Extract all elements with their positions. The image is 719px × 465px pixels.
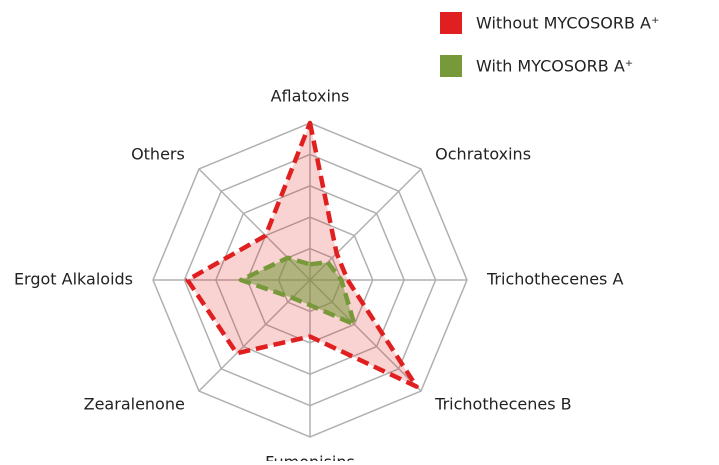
axis-label: Aflatoxins	[271, 87, 350, 106]
axis-label: Fumonisins	[265, 453, 355, 462]
axis-label: Ergot Alkaloids	[14, 270, 133, 289]
axis-label: Ochratoxins	[435, 144, 531, 163]
series-area	[185, 120, 419, 389]
axis-label: Trichothecenes B	[434, 395, 571, 414]
grid-spoke	[309, 168, 422, 281]
axis-label: Trichothecenes A	[486, 270, 623, 289]
legend-swatch	[440, 55, 462, 77]
axis-label: Others	[131, 144, 185, 163]
legend-label: With MYCOSORB A⁺	[476, 57, 633, 76]
legend-label: Without MYCOSORB A⁺	[476, 14, 659, 33]
axis-label: Zearalenone	[84, 395, 185, 414]
legend-swatch	[440, 12, 462, 34]
series-area	[238, 255, 357, 327]
